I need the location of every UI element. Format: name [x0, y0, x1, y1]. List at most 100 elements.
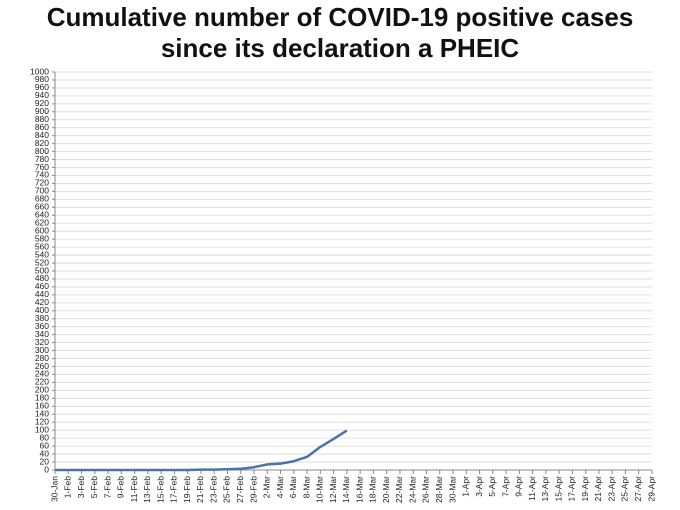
- x-tick-label: 3-Feb: [76, 476, 86, 498]
- y-tick-label: 200: [35, 385, 49, 395]
- x-tick-label: 23-Feb: [208, 476, 218, 503]
- x-tick-label: 26-Mar: [421, 476, 431, 503]
- x-tick-label: 1-Feb: [63, 476, 73, 498]
- y-tick-label: 580: [35, 233, 49, 243]
- y-tick-label: 1000: [30, 66, 49, 76]
- y-tick-label: 280: [35, 353, 49, 363]
- x-tick-label: 23-Apr: [606, 476, 616, 502]
- x-tick-label: 16-Mar: [354, 476, 364, 503]
- x-tick-label: 13-Feb: [142, 476, 152, 503]
- y-tick-label: 640: [35, 210, 49, 220]
- x-tick-label: 1-Apr: [461, 476, 471, 497]
- x-tick-label: 11-Apr: [527, 476, 537, 501]
- x-tick-label: 11-Feb: [129, 476, 139, 503]
- y-tick-label: 220: [35, 377, 49, 387]
- y-tick-label: 720: [35, 178, 49, 188]
- chart-title: Cumulative number of COVID-19 positive c…: [46, 2, 634, 63]
- y-tick-label: 0: [44, 464, 49, 474]
- x-tick-label: 29-Feb: [248, 476, 258, 503]
- x-tick-label: 30-Mar: [447, 476, 457, 503]
- y-tick-label: 260: [35, 361, 49, 371]
- y-tick-label: 860: [35, 122, 49, 132]
- y-tick-label: 460: [35, 281, 49, 291]
- y-tick-label: 540: [35, 249, 49, 259]
- y-tick-label: 880: [35, 114, 49, 124]
- y-tick-label: 240: [35, 369, 49, 379]
- y-tick-label: 960: [35, 82, 49, 92]
- x-tick-label: 28-Mar: [434, 476, 444, 503]
- x-tick-label: 20-Mar: [381, 476, 391, 503]
- x-tick-label: 4-Mar: [275, 476, 285, 498]
- y-tick-label: 80: [40, 432, 50, 442]
- x-tick-label: 7-Apr: [500, 476, 510, 497]
- y-tick-label: 440: [35, 289, 49, 299]
- y-tick-label: 740: [35, 170, 49, 180]
- y-tick-label: 780: [35, 154, 49, 164]
- y-tick-label: 600: [35, 225, 49, 235]
- y-tick-label: 820: [35, 138, 49, 148]
- y-tick-label: 160: [35, 401, 49, 411]
- x-tick-label: 25-Apr: [620, 476, 630, 502]
- y-tick-label: 660: [35, 202, 49, 212]
- y-tick-label: 40: [40, 448, 50, 458]
- x-tick-label: 5-Feb: [89, 476, 99, 498]
- x-tick-label: 6-Mar: [288, 476, 298, 498]
- x-tick-label: 3-Apr: [474, 476, 484, 497]
- y-tick-label: 800: [35, 146, 49, 156]
- y-tick-label: 400: [35, 305, 49, 315]
- y-tick-label: 180: [35, 393, 49, 403]
- y-tick-label: 560: [35, 241, 49, 251]
- x-tick-label: 9-Apr: [514, 476, 524, 497]
- y-tick-label: 760: [35, 162, 49, 172]
- y-tick-label: 520: [35, 257, 49, 267]
- y-tick-label: 420: [35, 297, 49, 307]
- x-tick-label: 12-Mar: [328, 476, 338, 503]
- x-tick-label: 29-Apr: [646, 476, 656, 502]
- y-tick-label: 920: [35, 98, 49, 108]
- x-tick-label: 21-Apr: [593, 476, 603, 502]
- x-tick-label: 17-Feb: [169, 476, 179, 503]
- y-tick-label: 500: [35, 265, 49, 275]
- x-tick-label: 18-Mar: [368, 476, 378, 503]
- y-tick-label: 380: [35, 313, 49, 323]
- x-tick-label: 9-Feb: [116, 476, 126, 498]
- x-tick-label: 15-Feb: [155, 476, 165, 503]
- y-tick-label: 700: [35, 186, 49, 196]
- y-tick-label: 620: [35, 217, 49, 227]
- y-tick-label: 340: [35, 329, 49, 339]
- y-tick-label: 20: [40, 456, 50, 466]
- y-tick-label: 980: [35, 74, 49, 84]
- x-tick-label: 21-Feb: [195, 476, 205, 503]
- y-tick-label: 120: [35, 416, 49, 426]
- x-tick-label: 13-Apr: [540, 476, 550, 502]
- y-tick-label: 320: [35, 337, 49, 347]
- x-tick-label: 24-Mar: [407, 476, 417, 503]
- y-tick-label: 300: [35, 345, 49, 355]
- x-tick-label: 8-Mar: [301, 476, 311, 498]
- x-tick-label: 7-Feb: [102, 476, 112, 498]
- x-tick-label: 30-Jan: [49, 476, 59, 502]
- y-tick-label: 480: [35, 273, 49, 283]
- x-tick-label: 22-Mar: [394, 476, 404, 503]
- x-tick-label: 27-Apr: [633, 476, 643, 502]
- x-tick-label: 15-Apr: [553, 476, 563, 502]
- x-tick-label: 10-Mar: [315, 476, 325, 503]
- x-tick-label: 17-Apr: [567, 476, 577, 502]
- x-tick-label: 5-Apr: [487, 476, 497, 497]
- y-tick-label: 900: [35, 106, 49, 116]
- x-tick-label: 2-Mar: [262, 476, 272, 498]
- y-tick-label: 840: [35, 130, 49, 140]
- y-tick-label: 680: [35, 194, 49, 204]
- x-tick-label: 14-Mar: [341, 476, 351, 503]
- data-line: [55, 429, 348, 472]
- y-tick-label: 360: [35, 321, 49, 331]
- x-tick-label: 25-Feb: [222, 476, 232, 503]
- y-tick-label: 100: [35, 424, 49, 434]
- y-tick-label: 60: [40, 440, 50, 450]
- y-tick-label: 940: [35, 90, 49, 100]
- x-tick-label: 27-Feb: [235, 476, 245, 503]
- x-tick-label: 19-Apr: [580, 476, 590, 502]
- x-tick-label: 19-Feb: [182, 476, 192, 503]
